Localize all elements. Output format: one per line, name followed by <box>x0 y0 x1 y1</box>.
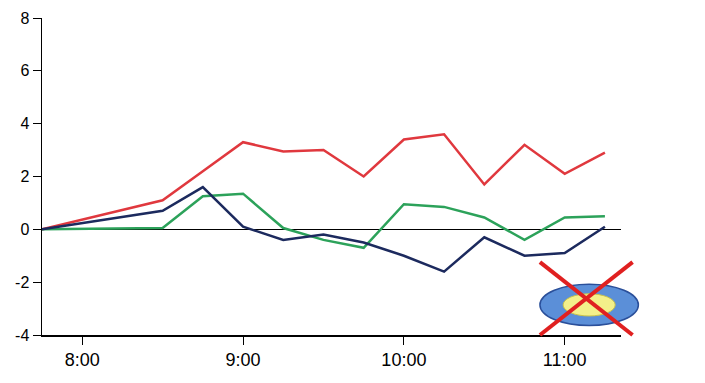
svg-text:8:00: 8:00 <box>65 350 100 370</box>
svg-text:11:00: 11:00 <box>543 350 587 370</box>
svg-text:6: 6 <box>20 62 29 79</box>
svg-text:10:00: 10:00 <box>381 350 426 370</box>
svg-text:2: 2 <box>20 168 29 185</box>
svg-text:0: 0 <box>20 221 29 238</box>
svg-text:9:00: 9:00 <box>226 350 261 370</box>
svg-text:8: 8 <box>20 10 29 27</box>
svg-text:-2: -2 <box>15 274 29 291</box>
svg-text:-4: -4 <box>15 327 29 344</box>
svg-text:4: 4 <box>20 115 29 132</box>
